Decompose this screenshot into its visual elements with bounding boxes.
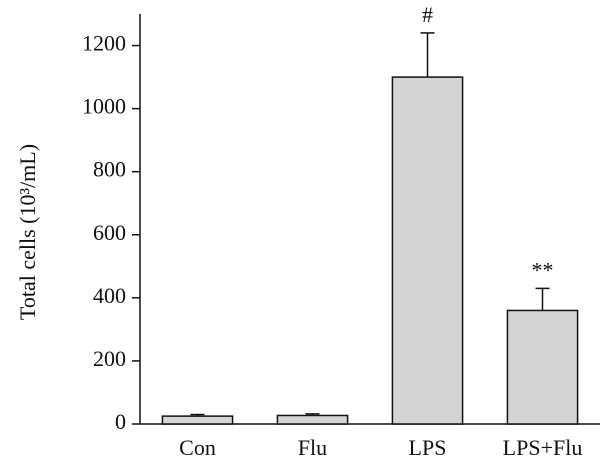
x-tick-label: Flu [298,435,327,460]
y-axis-label: Total cells (10³/mL) [15,144,40,320]
significance-label: ** [532,257,554,282]
y-tick-label: 1000 [82,94,126,119]
y-tick-label: 1200 [82,31,126,56]
y-tick-label: 800 [93,157,126,182]
bar [506,309,579,425]
x-tick-label: Con [179,435,216,460]
y-tick-label: 200 [93,346,126,371]
y-tick-label: 400 [93,283,126,308]
x-tick-label: LPS+Flu [503,435,583,460]
significance-label: # [422,2,433,27]
bar [161,415,234,425]
bar [391,76,464,425]
y-tick-label: 600 [93,220,126,245]
bar [276,414,349,425]
x-tick-label: LPS [409,435,447,460]
y-tick-label: 0 [115,409,126,434]
